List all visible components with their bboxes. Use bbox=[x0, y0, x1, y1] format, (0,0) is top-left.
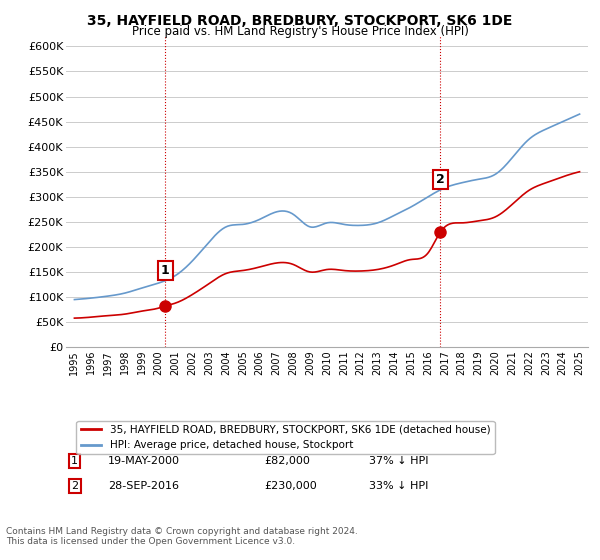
Text: £82,000: £82,000 bbox=[265, 456, 310, 466]
Text: 35, HAYFIELD ROAD, BREDBURY, STOCKPORT, SK6 1DE: 35, HAYFIELD ROAD, BREDBURY, STOCKPORT, … bbox=[88, 14, 512, 28]
Text: 2: 2 bbox=[71, 481, 79, 491]
Text: 28-SEP-2016: 28-SEP-2016 bbox=[108, 481, 179, 491]
Legend: 35, HAYFIELD ROAD, BREDBURY, STOCKPORT, SK6 1DE (detached house), HPI: Average p: 35, HAYFIELD ROAD, BREDBURY, STOCKPORT, … bbox=[76, 421, 494, 454]
Text: 33% ↓ HPI: 33% ↓ HPI bbox=[369, 481, 428, 491]
Text: 37% ↓ HPI: 37% ↓ HPI bbox=[369, 456, 428, 466]
Text: Price paid vs. HM Land Registry's House Price Index (HPI): Price paid vs. HM Land Registry's House … bbox=[131, 25, 469, 38]
Text: 2: 2 bbox=[436, 173, 445, 186]
Text: £230,000: £230,000 bbox=[265, 481, 317, 491]
Text: Contains HM Land Registry data © Crown copyright and database right 2024.
This d: Contains HM Land Registry data © Crown c… bbox=[6, 526, 358, 546]
Text: 1: 1 bbox=[161, 264, 169, 277]
Text: 1: 1 bbox=[71, 456, 78, 466]
Text: 19-MAY-2000: 19-MAY-2000 bbox=[108, 456, 180, 466]
